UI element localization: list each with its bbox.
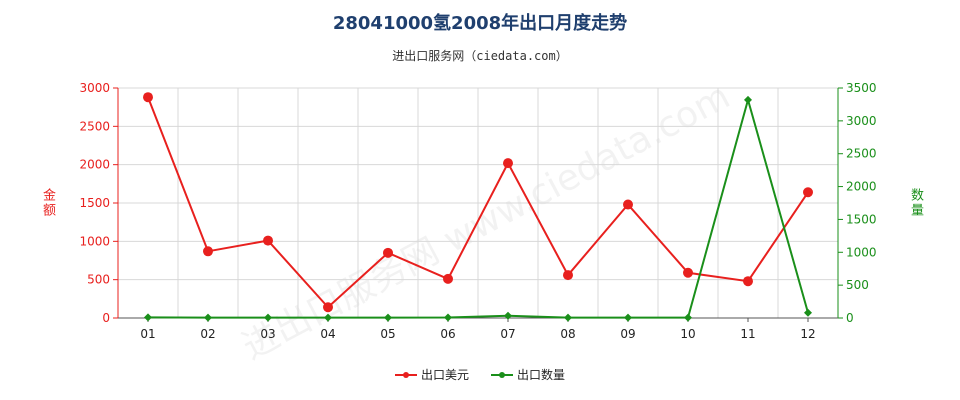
series-1-point: [323, 302, 333, 313]
right-tick-label: 3000: [846, 114, 877, 128]
left-tick-label: 1500: [79, 196, 110, 210]
x-tick-label: 02: [200, 327, 215, 341]
series-2-point: [744, 95, 752, 104]
x-tick-label: 11: [740, 327, 755, 341]
legend-item-export-qty[interactable]: 出口数量: [491, 366, 565, 383]
x-tick-label: 04: [320, 327, 335, 341]
series-2-point: [624, 313, 632, 322]
series-1-point: [683, 267, 693, 278]
legend-label-export-qty: 出口数量: [517, 368, 566, 382]
legend-swatch-green: [491, 370, 513, 380]
series-2-point: [144, 313, 152, 322]
left-axis-title: 金额: [40, 188, 55, 218]
x-tick-label: 10: [680, 327, 695, 341]
x-tick-label: 06: [440, 327, 455, 341]
series-2-point: [384, 313, 392, 322]
right-tick-label: 1500: [846, 212, 877, 226]
right-tick-label: 0: [846, 311, 854, 325]
left-tick-label: 2000: [79, 158, 110, 172]
series-1-point: [803, 187, 813, 198]
series-1-point: [443, 273, 453, 284]
series-1-point: [383, 247, 393, 258]
x-tick-label: 03: [260, 327, 275, 341]
series-2-point: [684, 313, 692, 322]
watermark-text: 进出口服务网 www.ciedata.com: [236, 76, 737, 368]
x-tick-label: 12: [800, 327, 815, 341]
x-tick-label: 01: [140, 327, 155, 341]
left-tick-label: 3000: [79, 81, 110, 95]
series-line-1: [147, 96, 809, 309]
x-tick-label: 05: [380, 327, 395, 341]
x-tick-label: 08: [560, 327, 575, 341]
left-tick-label: 0: [102, 311, 110, 325]
right-tick-label: 1000: [846, 245, 877, 259]
legend: 出口美元 出口数量: [0, 366, 960, 383]
series-2-point: [324, 313, 332, 322]
series-1-point: [503, 158, 513, 169]
series-1-point: [743, 276, 753, 287]
left-tick-label: 2500: [79, 119, 110, 133]
x-tick-label: 09: [620, 327, 635, 341]
series-1-point: [263, 235, 273, 246]
chart-subtitle: 进出口服务网（ciedata.com）: [392, 49, 568, 63]
right-tick-label: 2500: [846, 147, 877, 161]
left-tick-label: 1000: [79, 234, 110, 248]
series-2-point: [804, 308, 812, 317]
series-2-point: [504, 311, 512, 320]
series-1-point: [143, 92, 153, 103]
series-2-point: [444, 313, 452, 322]
series-1-point: [623, 199, 633, 210]
chart-title: 28041000氢2008年出口月度走势: [332, 13, 628, 34]
series-2-point: [204, 313, 212, 322]
series-2-point: [564, 313, 572, 322]
right-tick-label: 3500: [846, 81, 877, 95]
series-line-2: [147, 96, 809, 319]
series-1-point: [203, 246, 213, 257]
left-tick-label: 500: [87, 273, 110, 287]
legend-item-export-value[interactable]: 出口美元: [394, 366, 469, 383]
series-1-point: [563, 270, 573, 281]
legend-swatch-red: [394, 370, 417, 380]
series-2-point: [264, 313, 272, 322]
right-tick-label: 2000: [846, 180, 877, 194]
right-tick-label: 500: [846, 278, 869, 292]
x-tick-label: 07: [500, 327, 515, 341]
legend-label-export-value: 出口美元: [420, 368, 469, 382]
right-axis-title: 数量: [908, 188, 923, 218]
